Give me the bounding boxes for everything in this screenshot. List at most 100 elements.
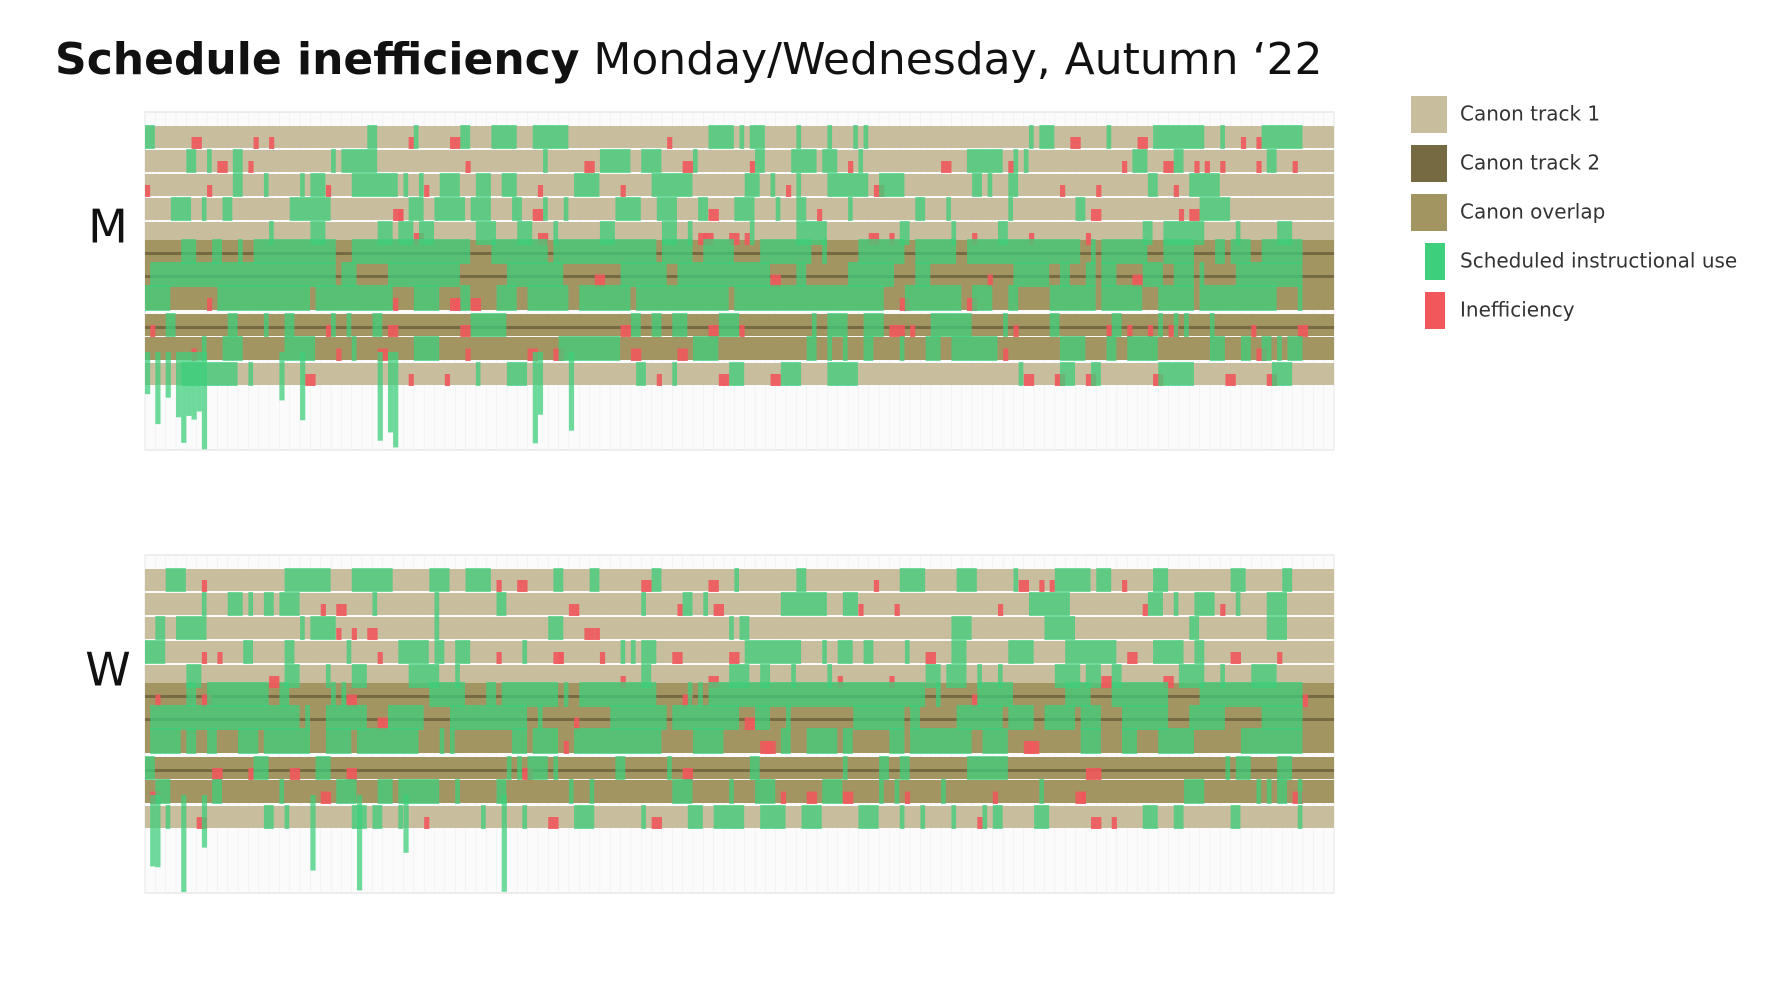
inefficiency-block	[1256, 137, 1262, 149]
use-block	[145, 125, 155, 149]
inefficiency-block	[393, 298, 399, 311]
use-block	[527, 756, 548, 780]
use-block	[201, 197, 207, 221]
inefficiency-block	[1142, 604, 1148, 616]
use-block	[1282, 568, 1293, 592]
use-block	[827, 173, 869, 197]
use-block	[755, 149, 765, 173]
inefficiency-block	[1085, 233, 1092, 245]
use-block	[651, 173, 693, 197]
use-block	[734, 197, 755, 221]
use-block	[796, 125, 802, 149]
use-block	[548, 616, 564, 640]
use-block	[481, 805, 486, 829]
use-block	[537, 705, 543, 730]
use-block	[491, 239, 548, 264]
use-block	[387, 262, 460, 287]
inefficiency-block	[770, 274, 781, 287]
inefficiency-block	[424, 185, 430, 197]
use-block	[858, 149, 864, 173]
use-block	[951, 221, 957, 245]
use-block	[1106, 125, 1112, 149]
inefficiency-block	[351, 628, 357, 640]
use-block	[1013, 149, 1019, 173]
inefficiency-block	[1194, 161, 1200, 173]
use-tail	[377, 352, 383, 441]
use-block	[858, 805, 879, 829]
inefficiency-block	[780, 791, 787, 804]
use-block	[263, 728, 310, 754]
title: Schedule inefficiency Monday/Wednesday, …	[55, 34, 1323, 85]
use-block	[186, 682, 197, 707]
use-block	[439, 173, 460, 197]
use-block	[842, 336, 848, 361]
use-block	[300, 173, 305, 197]
use-block	[253, 756, 269, 780]
use-block	[951, 640, 967, 664]
use-block	[966, 149, 1003, 173]
use-block	[1184, 779, 1205, 804]
use-block	[212, 239, 223, 264]
use-block	[522, 805, 528, 829]
use-block	[232, 149, 243, 173]
inefficiency-block	[729, 233, 740, 245]
use-tail	[356, 795, 363, 891]
use-block	[1054, 568, 1091, 592]
use-block	[310, 173, 326, 197]
use-block	[289, 197, 331, 221]
use-block	[1235, 592, 1241, 616]
inefficiency-block	[398, 209, 404, 221]
inefficiency-block	[207, 298, 213, 311]
use-block	[1266, 592, 1287, 616]
use-block	[1008, 285, 1019, 311]
panel-label: W	[85, 643, 130, 697]
use-block	[310, 616, 336, 640]
use-tail	[181, 795, 187, 892]
legend-swatch	[1425, 243, 1445, 280]
use-block	[687, 682, 693, 707]
use-block	[1199, 262, 1205, 287]
use-block	[641, 640, 657, 664]
track-line	[145, 718, 1334, 721]
use-block	[698, 682, 703, 707]
inefficiency-block	[925, 652, 936, 664]
use-block	[1158, 362, 1194, 386]
use-block	[1173, 313, 1179, 337]
legend-swatch	[1411, 96, 1447, 133]
use-block	[336, 779, 357, 804]
use-block	[796, 262, 807, 287]
use-block	[729, 362, 745, 386]
inefficiency-block	[537, 185, 544, 197]
inefficiency-block	[842, 791, 854, 804]
use-block	[496, 285, 517, 311]
use-block	[899, 805, 905, 829]
use-block	[1266, 616, 1287, 640]
use-tail	[145, 352, 151, 395]
inefficiency-block	[346, 694, 357, 707]
use-block	[1034, 805, 1050, 829]
inefficiency-block	[1189, 209, 1200, 221]
use-block	[863, 336, 874, 361]
use-block	[672, 313, 688, 337]
use-block	[465, 568, 491, 592]
use-block	[460, 125, 471, 149]
inefficiency-block	[1147, 325, 1154, 337]
use-block	[372, 592, 378, 616]
inefficiency-block	[553, 652, 564, 664]
use-block	[997, 221, 1008, 245]
inefficiency-block	[346, 768, 357, 780]
use-block	[636, 285, 729, 311]
use-block	[1235, 756, 1251, 780]
use-block	[155, 616, 166, 640]
use-block	[589, 779, 595, 804]
use-block	[1065, 640, 1117, 664]
inefficiency-block	[641, 580, 652, 592]
use-block	[1189, 616, 1200, 640]
use-block	[1297, 805, 1303, 829]
inefficiency-block	[1080, 791, 1086, 804]
use-block	[315, 756, 331, 780]
use-block	[150, 728, 181, 754]
use-block	[475, 173, 491, 197]
use-block	[879, 779, 884, 804]
use-block	[1101, 239, 1148, 264]
